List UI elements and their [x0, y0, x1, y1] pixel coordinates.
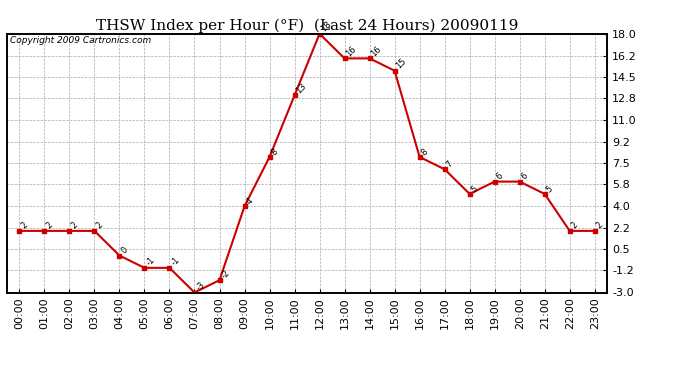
Text: 0: 0 [119, 246, 130, 255]
Text: 5: 5 [544, 184, 555, 194]
Text: 4: 4 [244, 196, 255, 206]
Text: 2: 2 [595, 221, 604, 231]
Text: 13: 13 [295, 81, 308, 95]
Text: 8: 8 [270, 147, 279, 157]
Text: 2: 2 [570, 221, 580, 231]
Text: 8: 8 [420, 147, 430, 157]
Text: 16: 16 [344, 45, 358, 58]
Text: 2: 2 [44, 221, 55, 231]
Text: 2: 2 [95, 221, 104, 231]
Text: 6: 6 [495, 171, 505, 182]
Text: 18: 18 [319, 20, 333, 34]
Text: -2: -2 [219, 268, 232, 280]
Text: -1: -1 [170, 256, 181, 268]
Text: 5: 5 [470, 184, 480, 194]
Text: 16: 16 [370, 45, 384, 58]
Text: 7: 7 [444, 159, 455, 169]
Text: 2: 2 [70, 221, 79, 231]
Text: -3: -3 [195, 280, 207, 292]
Title: THSW Index per Hour (°F)  (Last 24 Hours) 20090119: THSW Index per Hour (°F) (Last 24 Hours)… [96, 18, 518, 33]
Text: -1: -1 [144, 256, 157, 268]
Text: 6: 6 [520, 171, 530, 182]
Text: 15: 15 [395, 57, 408, 71]
Text: Copyright 2009 Cartronics.com: Copyright 2009 Cartronics.com [10, 36, 151, 45]
Text: 2: 2 [19, 221, 30, 231]
